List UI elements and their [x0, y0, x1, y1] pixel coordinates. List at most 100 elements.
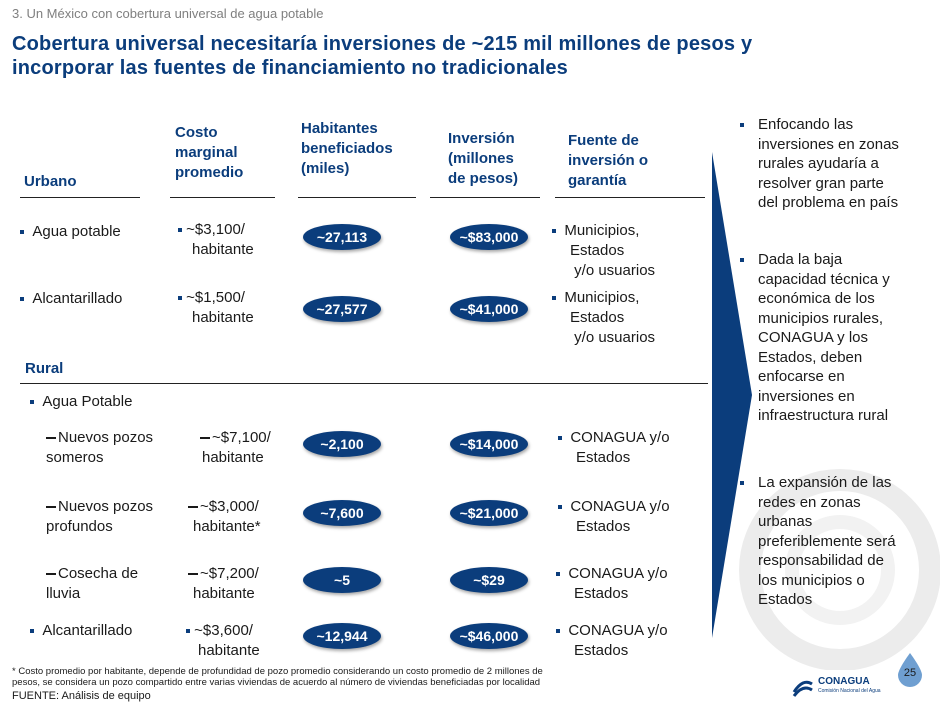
- title-line-1: Cobertura universal necesitaría inversio…: [12, 33, 753, 55]
- insight-2-l9: infraestructura rural: [758, 407, 889, 424]
- label-l2: lluvia: [46, 585, 81, 602]
- rural-someros-source: CONAGUA y/o Estados: [558, 428, 670, 468]
- source-l1: CONAGUA y/o: [568, 622, 668, 639]
- urbano-agua-cost: ~$3,100/ habitante: [178, 220, 254, 260]
- rural-alc-cost: ~$3,600/ habitante: [186, 621, 260, 661]
- rule-costo: [170, 197, 275, 198]
- section-label: 3. Un México con cobertura universal de …: [12, 6, 324, 21]
- source-l2: Estados: [576, 449, 631, 466]
- insight-2-l1: Dada la baja: [758, 251, 843, 268]
- insight-3-l1: La expansión de las: [758, 474, 892, 491]
- rule-inv: [430, 197, 540, 198]
- label-l2: profundos: [46, 518, 113, 535]
- col-inv-l3: de pesos): [448, 170, 519, 187]
- dash-icon: [200, 437, 210, 440]
- bullet-icon: [20, 230, 24, 235]
- footnote-l2: pesos, se considera un pozo compartido e…: [12, 677, 541, 688]
- insight-1-l3: rurales ayudaría a: [758, 155, 879, 172]
- row-label: Alcantarillado: [42, 622, 133, 639]
- urbano-agua-hab: ~27,113: [303, 224, 381, 250]
- chevron-arrow-icon: [712, 152, 752, 638]
- bullet-icon: [30, 400, 34, 405]
- rural-label: Rural: [25, 360, 64, 377]
- insight-1-l4: resolver gran parte: [758, 174, 884, 192]
- insight-3-l4: preferiblemente será: [758, 532, 896, 550]
- dash-icon: [46, 506, 56, 509]
- row-label: Agua potable: [32, 223, 121, 240]
- col-urbano: Urbano: [24, 173, 77, 190]
- bullet-icon: [30, 629, 34, 634]
- rural-profundos-inv: ~$21,000: [450, 500, 528, 526]
- rural-someros-cost: ~$7,100/ habitante: [200, 428, 271, 468]
- insight-2-l7: enfocarse en: [758, 368, 845, 385]
- cost-l2: habitante*: [193, 518, 261, 535]
- col-fuente-l1: Fuente de: [568, 132, 639, 149]
- rule-fuente: [555, 197, 705, 198]
- bullet-icon: [556, 629, 560, 634]
- bullet-icon: [552, 296, 556, 301]
- rural-profundos-source: CONAGUA y/o Estados: [558, 497, 670, 537]
- col-costo-l3: promedio: [175, 164, 244, 181]
- conagua-logo-icon: [792, 680, 813, 697]
- conagua-logo-text: CONAGUA: [818, 676, 870, 687]
- bullet-icon: [558, 505, 562, 510]
- rule-urbano: [20, 197, 140, 198]
- insight-3-l6: los municipios o: [758, 571, 865, 589]
- rural-someros-hab: ~2,100: [303, 431, 381, 457]
- source-l2: Estados: [574, 642, 629, 659]
- insight-1-l1: Enfocando las: [758, 116, 854, 133]
- dash-icon: [46, 437, 56, 440]
- rural-profundos-hab: ~7,600: [303, 500, 381, 526]
- cost-l2: habitante: [192, 241, 254, 258]
- insight-2: Dada la baja capacidad técnica y económi…: [740, 250, 938, 426]
- bullet-icon: [178, 296, 182, 301]
- col-hab-l2: beneficiados: [301, 140, 393, 157]
- insight-1-l2: inversiones en zonas: [758, 135, 899, 153]
- page-title: Cobertura universal necesitaría inversio…: [12, 32, 752, 80]
- cost-l2: habitante: [198, 642, 260, 659]
- insight-3-l3: urbanas: [758, 513, 813, 530]
- source-l2: Estados: [574, 585, 629, 602]
- cost-l1: ~$3,600/: [194, 622, 253, 639]
- source-l1: CONAGUA y/o: [570, 498, 670, 515]
- cost-l1: ~$7,100/: [212, 429, 271, 446]
- col-hab-l1: Habitantes: [301, 120, 378, 137]
- urbano-row-agua: Agua potable: [20, 222, 121, 242]
- urbano-alc-inv: ~$41,000: [450, 296, 528, 322]
- bullet-icon: [552, 229, 556, 234]
- col-inv-l1: Inversión: [448, 130, 515, 147]
- footnote-l1: * Costo promedio por habitante, depende …: [12, 666, 543, 677]
- col-habitantes: Habitantes beneficiados (miles): [301, 119, 393, 179]
- insight-3-l2: redes en zonas: [758, 493, 861, 511]
- page-number: 25: [903, 667, 917, 679]
- water-drop-icon: [898, 653, 922, 687]
- cost-l2: habitante: [192, 309, 254, 326]
- rural-alc-hab: ~12,944: [303, 623, 381, 649]
- bullet-icon: [740, 123, 744, 127]
- rural-alc-source: CONAGUA y/o Estados: [556, 621, 668, 661]
- cost-l2: habitante: [193, 585, 255, 602]
- label-l1: Cosecha de: [58, 565, 139, 582]
- bullet-icon: [178, 228, 182, 233]
- source-l2: Estados: [576, 518, 631, 535]
- col-costo-l2: marginal: [175, 144, 238, 161]
- source-l3: y/o usuarios: [570, 329, 656, 346]
- title-line-2: incorporar las fuentes de financiamiento…: [12, 57, 568, 79]
- bullet-icon: [186, 629, 190, 634]
- urbano-alc-hab: ~27,577: [303, 296, 381, 322]
- rural-profundos-cost: ~$3,000/ habitante*: [188, 497, 261, 537]
- insight-3-l7: Estados: [758, 591, 813, 608]
- insight-1: Enfocando las inversiones en zonas rural…: [740, 115, 938, 213]
- col-inv-l2: (millones: [448, 150, 514, 167]
- col-fuente: Fuente de inversión o garantía: [568, 131, 648, 191]
- cost-l2: habitante: [202, 449, 264, 466]
- label-l1: Nuevos pozos: [58, 429, 154, 446]
- dash-icon: [188, 573, 198, 576]
- insight-3: La expansión de las redes en zonas urban…: [740, 473, 938, 610]
- source-l3: y/o usuarios: [570, 262, 656, 279]
- urbano-agua-inv: ~$83,000: [450, 224, 528, 250]
- urbano-alc-cost: ~$1,500/ habitante: [178, 288, 254, 328]
- col-fuente-l3: garantía: [568, 172, 627, 189]
- rural-row-profundos: Nuevos pozos profundos: [46, 497, 153, 537]
